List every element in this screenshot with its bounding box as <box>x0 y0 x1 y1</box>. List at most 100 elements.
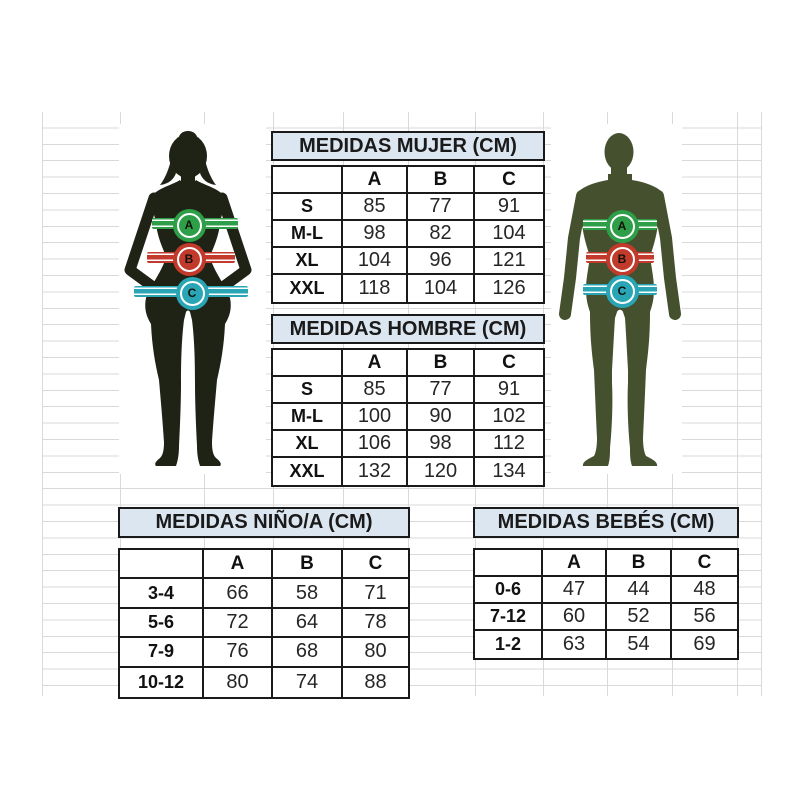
man-marker-c: C <box>609 278 635 304</box>
marker-letter: B <box>184 252 194 266</box>
marker-letter: A <box>184 218 194 232</box>
grid-vline <box>761 112 762 696</box>
measurement-cell: 68 <box>273 638 343 668</box>
woman-marker-a: A <box>176 212 202 238</box>
corner-cell <box>475 550 543 577</box>
measurement-cell: 106 <box>343 431 408 458</box>
row-label: XL <box>273 248 343 275</box>
measurement-cell: 96 <box>408 248 475 275</box>
measurement-cell: 98 <box>343 221 408 248</box>
measurement-cell: 78 <box>343 608 408 639</box>
column-header: C <box>475 167 543 194</box>
measurement-cell: 118 <box>343 275 408 302</box>
measurement-cell: 90 <box>408 404 475 431</box>
row-label: XL <box>273 431 343 458</box>
measurement-cell: 71 <box>343 579 408 609</box>
corner-cell <box>120 550 204 580</box>
column-header: C <box>343 550 408 580</box>
man-marker-b: B <box>609 246 635 272</box>
row-label: M-L <box>273 404 343 431</box>
row-label: S <box>273 377 343 404</box>
size-table-mujer: A B C S 85 77 91 M-L 98 82 104 XL 104 96… <box>271 165 545 304</box>
row-label: XXL <box>273 458 343 485</box>
row-label: 1-2 <box>475 631 543 658</box>
measurement-cell: 121 <box>475 248 543 275</box>
row-label: XXL <box>273 275 343 302</box>
column-header: A <box>343 350 408 377</box>
size-table-hombre: A B C S 85 77 91 M-L 100 90 102 XL 106 9… <box>271 348 545 487</box>
column-header: C <box>672 550 737 577</box>
table-title-ninoa: MEDIDAS NIÑO/A (CM) <box>118 507 410 538</box>
column-header: B <box>607 550 672 577</box>
measurement-cell: 47 <box>543 577 607 604</box>
column-header: B <box>408 350 475 377</box>
man-left-arm <box>559 190 588 320</box>
column-header: A <box>204 550 273 580</box>
man-marker-a: A <box>609 213 635 239</box>
woman-head <box>169 134 207 178</box>
measurement-cell: 80 <box>204 667 273 697</box>
row-label: M-L <box>273 221 343 248</box>
measurement-cell: 102 <box>475 404 543 431</box>
measurement-cell: 52 <box>607 604 672 631</box>
measurement-cell: 69 <box>672 631 737 658</box>
grid-vline <box>42 112 43 696</box>
row-label: 7-9 <box>120 638 204 668</box>
man-silhouette <box>559 133 681 466</box>
table-title-bebes: MEDIDAS BEBÉS (CM) <box>473 507 739 538</box>
measurement-cell: 85 <box>343 377 408 404</box>
measurement-cell: 98 <box>408 431 475 458</box>
row-label: S <box>273 194 343 221</box>
woman-body <box>145 180 231 466</box>
measurement-cell: 91 <box>475 194 543 221</box>
measurement-cell: 80 <box>343 638 408 668</box>
size-table-ninoa: A B C 3-4 66 58 71 5-6 72 64 78 7-9 76 6… <box>118 548 410 699</box>
measurement-cell: 134 <box>475 458 543 485</box>
measurement-cell: 60 <box>543 604 607 631</box>
table-title-mujer: MEDIDAS MUJER (CM) <box>271 131 545 161</box>
measurement-cell: 64 <box>273 608 343 639</box>
column-header: A <box>543 550 607 577</box>
table-title-hombre: MEDIDAS HOMBRE (CM) <box>271 314 545 344</box>
woman-silhouette <box>124 131 252 466</box>
row-label: 7-12 <box>475 604 543 631</box>
measurement-cell: 77 <box>408 194 475 221</box>
woman-marker-c: C <box>179 280 205 306</box>
corner-cell <box>273 167 343 194</box>
measurement-cell: 100 <box>343 404 408 431</box>
column-header: B <box>273 550 343 580</box>
man-right-arm <box>652 190 681 320</box>
woman-marker-b: B <box>176 246 202 272</box>
measurement-cell: 74 <box>273 667 343 697</box>
measurement-cell: 44 <box>607 577 672 604</box>
measurement-cell: 85 <box>343 194 408 221</box>
measurement-cell: 82 <box>408 221 475 248</box>
row-label: 10-12 <box>120 667 204 697</box>
measurement-cell: 112 <box>475 431 543 458</box>
marker-letter: B <box>617 252 627 266</box>
row-label: 5-6 <box>120 608 204 639</box>
marker-letter: A <box>617 219 627 233</box>
marker-letter: C <box>617 284 627 298</box>
man-body <box>577 174 663 466</box>
man-head <box>604 133 634 171</box>
measurement-cell: 104 <box>475 221 543 248</box>
measurement-cell: 76 <box>204 638 273 668</box>
measurement-cell: 63 <box>543 631 607 658</box>
row-label: 0-6 <box>475 577 543 604</box>
measurement-cell: 91 <box>475 377 543 404</box>
marker-letter: C <box>187 286 197 300</box>
woman-left-arm <box>124 192 166 298</box>
corner-cell <box>273 350 343 377</box>
column-header: C <box>475 350 543 377</box>
measurement-cell: 104 <box>343 248 408 275</box>
measurement-cell: 56 <box>672 604 737 631</box>
measurement-cell: 126 <box>475 275 543 302</box>
column-header: A <box>343 167 408 194</box>
measurement-cell: 48 <box>672 577 737 604</box>
measurement-cell: 54 <box>607 631 672 658</box>
measurement-cell: 88 <box>343 667 408 697</box>
column-header: B <box>408 167 475 194</box>
measurement-cell: 132 <box>343 458 408 485</box>
